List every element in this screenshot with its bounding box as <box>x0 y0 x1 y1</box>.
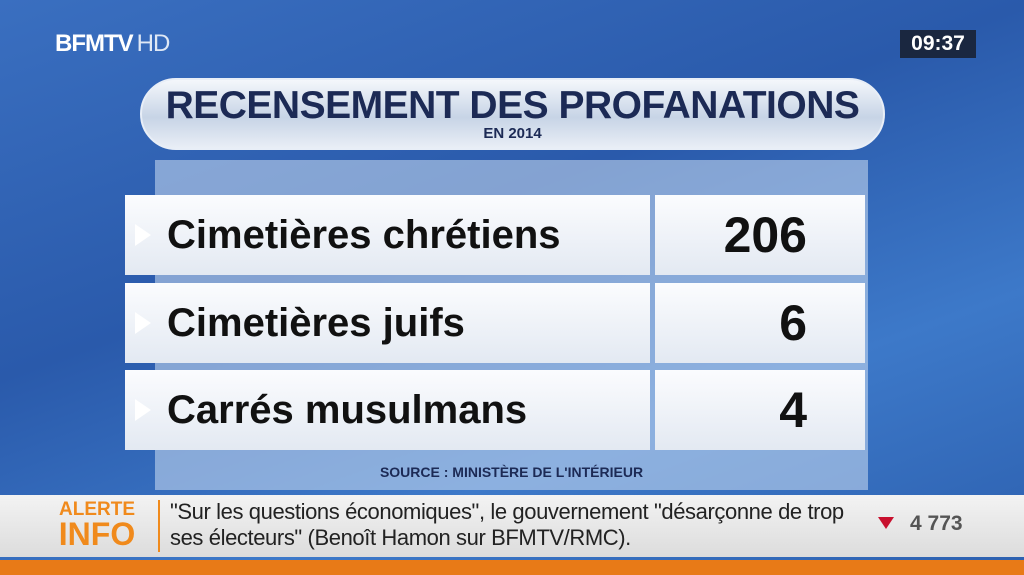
row-arrow <box>135 312 151 334</box>
row-arrow <box>135 399 151 421</box>
channel-logo: BFMTV HD <box>55 30 171 58</box>
down-arrow <box>878 517 894 529</box>
bottom-strip <box>0 560 1024 575</box>
row-value: 206 <box>655 195 865 275</box>
title: RECENSEMENT DES PROFANATIONS <box>165 84 860 127</box>
row-value: 6 <box>655 283 865 363</box>
title-bar <box>140 78 885 150</box>
clock: 09:37 <box>900 30 976 58</box>
channel: BFMTV <box>55 30 134 57</box>
separator <box>158 500 160 552</box>
channel-suffix: HD <box>136 30 171 57</box>
ticker-text: "Sur les questions économiques", le gouv… <box>170 499 844 550</box>
subtitle: EN 2014 <box>483 125 542 142</box>
badge-top: ALERTE <box>59 499 135 520</box>
source: SOURCE : MINISTÈRE DE L'INTÉRIEUR <box>379 464 644 480</box>
ticker <box>0 495 1024 557</box>
market-value: 4 773 <box>910 512 963 535</box>
row-label: Cimetières chrétiens <box>125 195 650 275</box>
row-value: 4 <box>655 370 865 450</box>
badge-bottom: INFO <box>58 516 136 552</box>
row-label: Carrés musulmans <box>125 370 650 450</box>
row-label: Cimetières juifs <box>125 283 650 363</box>
row-arrow <box>135 224 151 246</box>
